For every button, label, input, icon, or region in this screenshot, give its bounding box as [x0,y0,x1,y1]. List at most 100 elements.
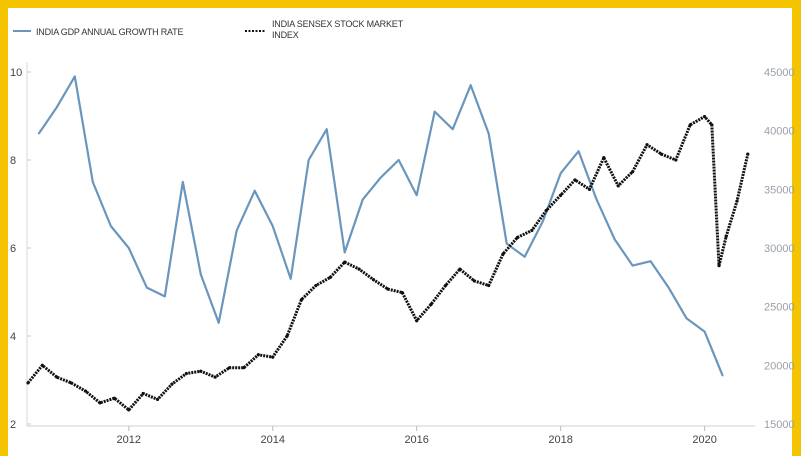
gdp-point [91,181,94,183]
y-right-tick-label: 30000 [764,243,795,255]
gdp-point [649,260,652,263]
gdp-point [307,159,310,161]
y-right-tick-label: 45000 [764,67,795,79]
x-ticks: 2012 2014 2016 2018 2020 [117,426,717,446]
gdp-point [631,264,634,267]
sensex-point [544,208,548,213]
gdp-point [199,273,202,276]
x-tick-label: 2018 [548,434,572,446]
gdp-point [487,132,490,135]
legend: INDIA GDP ANNUAL GROWTH RATE INDIA SENSE… [13,19,404,40]
gdp-point [541,220,544,223]
gdp-point [577,150,580,152]
sensex-point [515,235,520,240]
gdp-point [595,198,598,201]
gdp-point [685,317,688,320]
sensex-point [688,123,692,127]
gdp-point [325,128,328,130]
y-left-tick-label: 2 [10,419,16,431]
x-tick-label: 2016 [404,434,428,446]
gdp-point [667,286,670,289]
gdp-point [109,225,112,227]
sensex-point [55,375,59,379]
gdp-point [433,110,436,113]
gdp-point [235,229,238,232]
gdp-point [217,322,220,324]
sensex-point [429,302,433,306]
sensex-point [357,267,361,271]
gdp-point [271,225,274,227]
sensex-point [256,353,260,357]
gdp-point [721,374,724,377]
x-tick-label: 2020 [692,434,716,446]
y-left-ticks: 2 4 6 8 10 [10,67,31,431]
gdp-point [55,106,58,108]
sensex-point [717,264,721,268]
y-right-tick-label: 15000 [764,419,795,431]
gdp-point [145,286,148,289]
sensex-point [530,228,534,232]
sensex-point [141,391,145,396]
gdp-point [289,278,292,280]
sensex-point [299,298,304,302]
sensex-point [371,278,376,282]
sensex-point [710,123,714,127]
gdp-point [523,255,526,258]
sensex-point [415,319,419,323]
sensex-point [271,355,275,359]
series-line-gdp [37,75,724,377]
sensex-point [343,260,347,264]
series-line-sensex [26,115,750,412]
sensex-point [170,382,174,386]
sensex-point [645,143,649,147]
sensex-point [285,334,289,338]
legend-label-sensex-line2: INDEX [272,30,299,40]
legend-label-sensex-line1: INDIA SENSEX STOCK MARKET [272,19,404,29]
sensex-point [26,381,30,385]
sensex-point [227,366,232,370]
y-right-tick-label: 40000 [764,126,795,138]
gdp-point [559,172,562,174]
y-right-tick-label: 35000 [764,184,795,196]
gdp-point [253,190,256,192]
sensex-point [587,187,592,191]
legend-label-gdp: INDIA GDP ANNUAL GROWTH RATE [36,27,183,37]
sensex-point [746,152,750,156]
sensex-point [616,184,620,188]
gdp-point [703,330,706,333]
y-left-tick-label: 6 [10,243,16,255]
sensex-point [98,401,102,405]
sensex-point [83,389,88,393]
sensex-point [659,152,664,156]
sensex-point [703,114,707,119]
sensex-point [242,366,246,370]
sensex-point [472,279,476,283]
sensex-point [674,158,678,162]
sensex-point [199,369,203,373]
y-left-tick-label: 10 [10,67,22,79]
sensex-point [559,193,563,197]
sensex-point [40,363,44,367]
sensex-point [155,397,160,401]
gdp-point [451,128,454,130]
sensex-point [314,283,318,288]
y-left-tick-label: 4 [10,331,16,343]
gdp-point [163,295,166,298]
y-right-tick-label: 25000 [764,302,795,314]
gdp-point [343,251,346,254]
y-left-tick-label: 8 [10,155,16,167]
sensex-point [328,275,332,279]
gdp-point [361,198,364,201]
sensex-point [400,290,404,295]
x-tick-label: 2012 [117,434,141,446]
series-layer [26,75,750,412]
gdp-point [613,238,616,240]
sensex-point [631,170,635,174]
sensex-point [602,156,606,160]
gdp-point [181,181,184,183]
sensex-point [501,252,505,256]
sensex-point [112,396,116,400]
gdp-point [469,84,472,86]
